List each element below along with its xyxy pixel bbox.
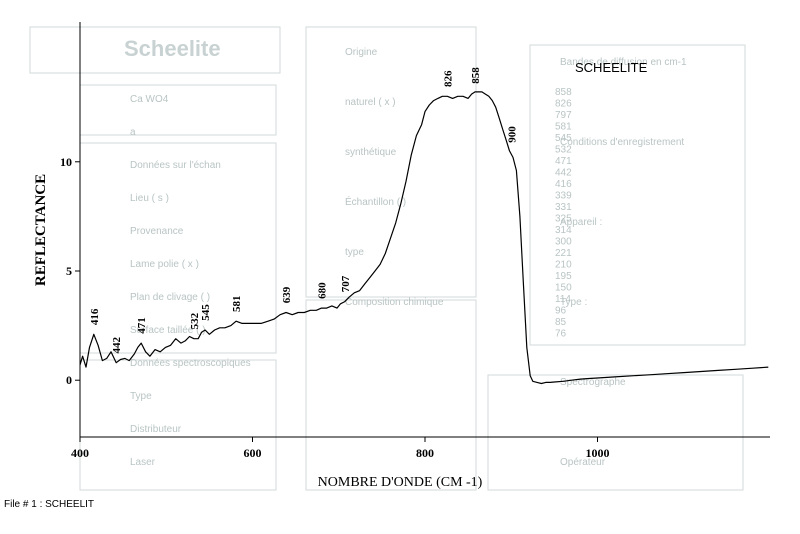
y-tick-label-10: 10 [60, 155, 72, 169]
form-right-box-1 [529, 44, 746, 346]
form-left-line: Lame polie ( x ) [130, 259, 199, 270]
form-left-line: Plan de clivage ( ) [130, 292, 210, 303]
form-left-line: Lieu ( s ) [130, 193, 169, 204]
chart-title: SCHEELITE [575, 60, 648, 75]
form-left-line: Laser [130, 457, 156, 468]
form-table-value: 85 [555, 317, 567, 328]
form-left-box-1 [79, 84, 277, 136]
form-table-value: 826 [555, 99, 572, 110]
peak-label-581: 581 [231, 296, 243, 313]
form-mid-line: naturel ( x ) [345, 97, 396, 108]
form-table-value: 416 [555, 179, 572, 190]
y-tick-label-0: 0 [66, 373, 72, 387]
form-header-text: Scheelite [124, 36, 221, 61]
form-table-value: 314 [555, 225, 572, 236]
form-table-value: 442 [555, 168, 572, 179]
peak-label-442: 442 [111, 337, 123, 354]
form-left-line: Données sur l'échan [130, 160, 221, 171]
form-right-line: Type : [560, 297, 587, 308]
form-right-line: Appareil : [560, 217, 602, 228]
x-tick-label-400: 400 [71, 446, 89, 460]
form-table-value: 76 [555, 329, 567, 340]
x-tick-label-800: 800 [416, 446, 434, 460]
form-right-lines: Bandes de diffusion en cm-1 Conditions d'… [560, 57, 687, 468]
peak-label-680: 680 [317, 282, 329, 299]
form-left-line: Surface taillée ( ) [130, 325, 206, 336]
form-mid-line: type [345, 247, 364, 258]
peak-label-826: 826 [442, 70, 454, 87]
form-table-value: 325 [555, 214, 572, 225]
y-axis-ticks: 0 5 10 [60, 155, 80, 387]
form-mid-line: Composition chimique [345, 297, 444, 308]
form-table-value: 150 [555, 283, 572, 294]
form-table-values: 8588267975815455324714424163393313253143… [555, 87, 572, 340]
form-mid-line: Origine [345, 47, 378, 58]
background-form: Scheelite Ca WO4 a Données sur l'échan Lie… [29, 26, 746, 491]
form-left-lines: Ca WO4 a Données sur l'échan Lieu ( s ) Pro… [130, 94, 251, 468]
file-footer: File # 1 : SCHEELIT [4, 499, 95, 510]
form-right-line: Opérateur [560, 457, 606, 468]
peak-label-858: 858 [470, 67, 482, 84]
form-table-value: 114 [555, 294, 571, 305]
form-right-line: Bandes de diffusion en cm-1 [560, 57, 687, 68]
form-table-value: 532 [555, 145, 572, 156]
reflectance-series-line [79, 91, 769, 385]
form-left-box-2 [79, 142, 277, 354]
peak-label-545: 545 [200, 304, 212, 321]
form-table-value: 331 [555, 202, 572, 213]
form-table-value: 471 [555, 156, 572, 167]
form-left-line: Ca WO4 [130, 94, 169, 105]
form-left-line: Type [130, 391, 152, 402]
form-table-value: 797 [555, 110, 572, 121]
form-mid-line: Échantillon ( ) [345, 195, 406, 208]
peak-label-707: 707 [340, 275, 352, 292]
form-right-box-2 [487, 374, 744, 491]
form-table-value: 221 [555, 248, 572, 259]
form-right-line: Spectrographe [560, 377, 626, 388]
form-right-line: Conditions d'enregistrement [560, 137, 684, 148]
form-table-value: 195 [555, 271, 572, 282]
form-middle-lines: Origine naturel ( x ) synthétique Échantill… [345, 47, 444, 308]
peak-label-471: 471 [136, 317, 148, 334]
form-mid-box-1 [305, 26, 477, 298]
form-left-line: a [130, 127, 136, 138]
peak-label-900: 900 [506, 126, 518, 143]
form-table-value: 858 [555, 87, 572, 98]
y-axis-title: REFLECTANCE [33, 174, 49, 286]
peak-label-416: 416 [89, 308, 101, 325]
peak-label-532: 532 [189, 312, 201, 329]
form-header-box [29, 26, 281, 74]
x-axis-title: NOMBRE D'ONDE (CM -1) [318, 475, 483, 490]
x-tick-label-1000: 1000 [586, 446, 610, 460]
x-tick-label-600: 600 [244, 446, 262, 460]
form-table-value: 210 [555, 260, 572, 271]
form-table-value: 581 [555, 122, 572, 133]
form-table-value: 96 [555, 306, 567, 317]
peak-label-639: 639 [281, 286, 293, 303]
form-mid-box-2 [305, 299, 477, 491]
x-axis-ticks: 400 600 800 1000 [71, 437, 610, 460]
form-left-line: Données spectroscopiques [130, 358, 251, 369]
form-table-value: 339 [555, 191, 572, 202]
form-mid-line: synthétique [345, 147, 397, 158]
y-tick-label-5: 5 [66, 264, 72, 278]
form-left-line: Distributeur [130, 424, 182, 435]
form-left-line: Provenance [130, 226, 184, 237]
form-table-value: 300 [555, 237, 572, 248]
form-table-value: 545 [555, 133, 572, 144]
